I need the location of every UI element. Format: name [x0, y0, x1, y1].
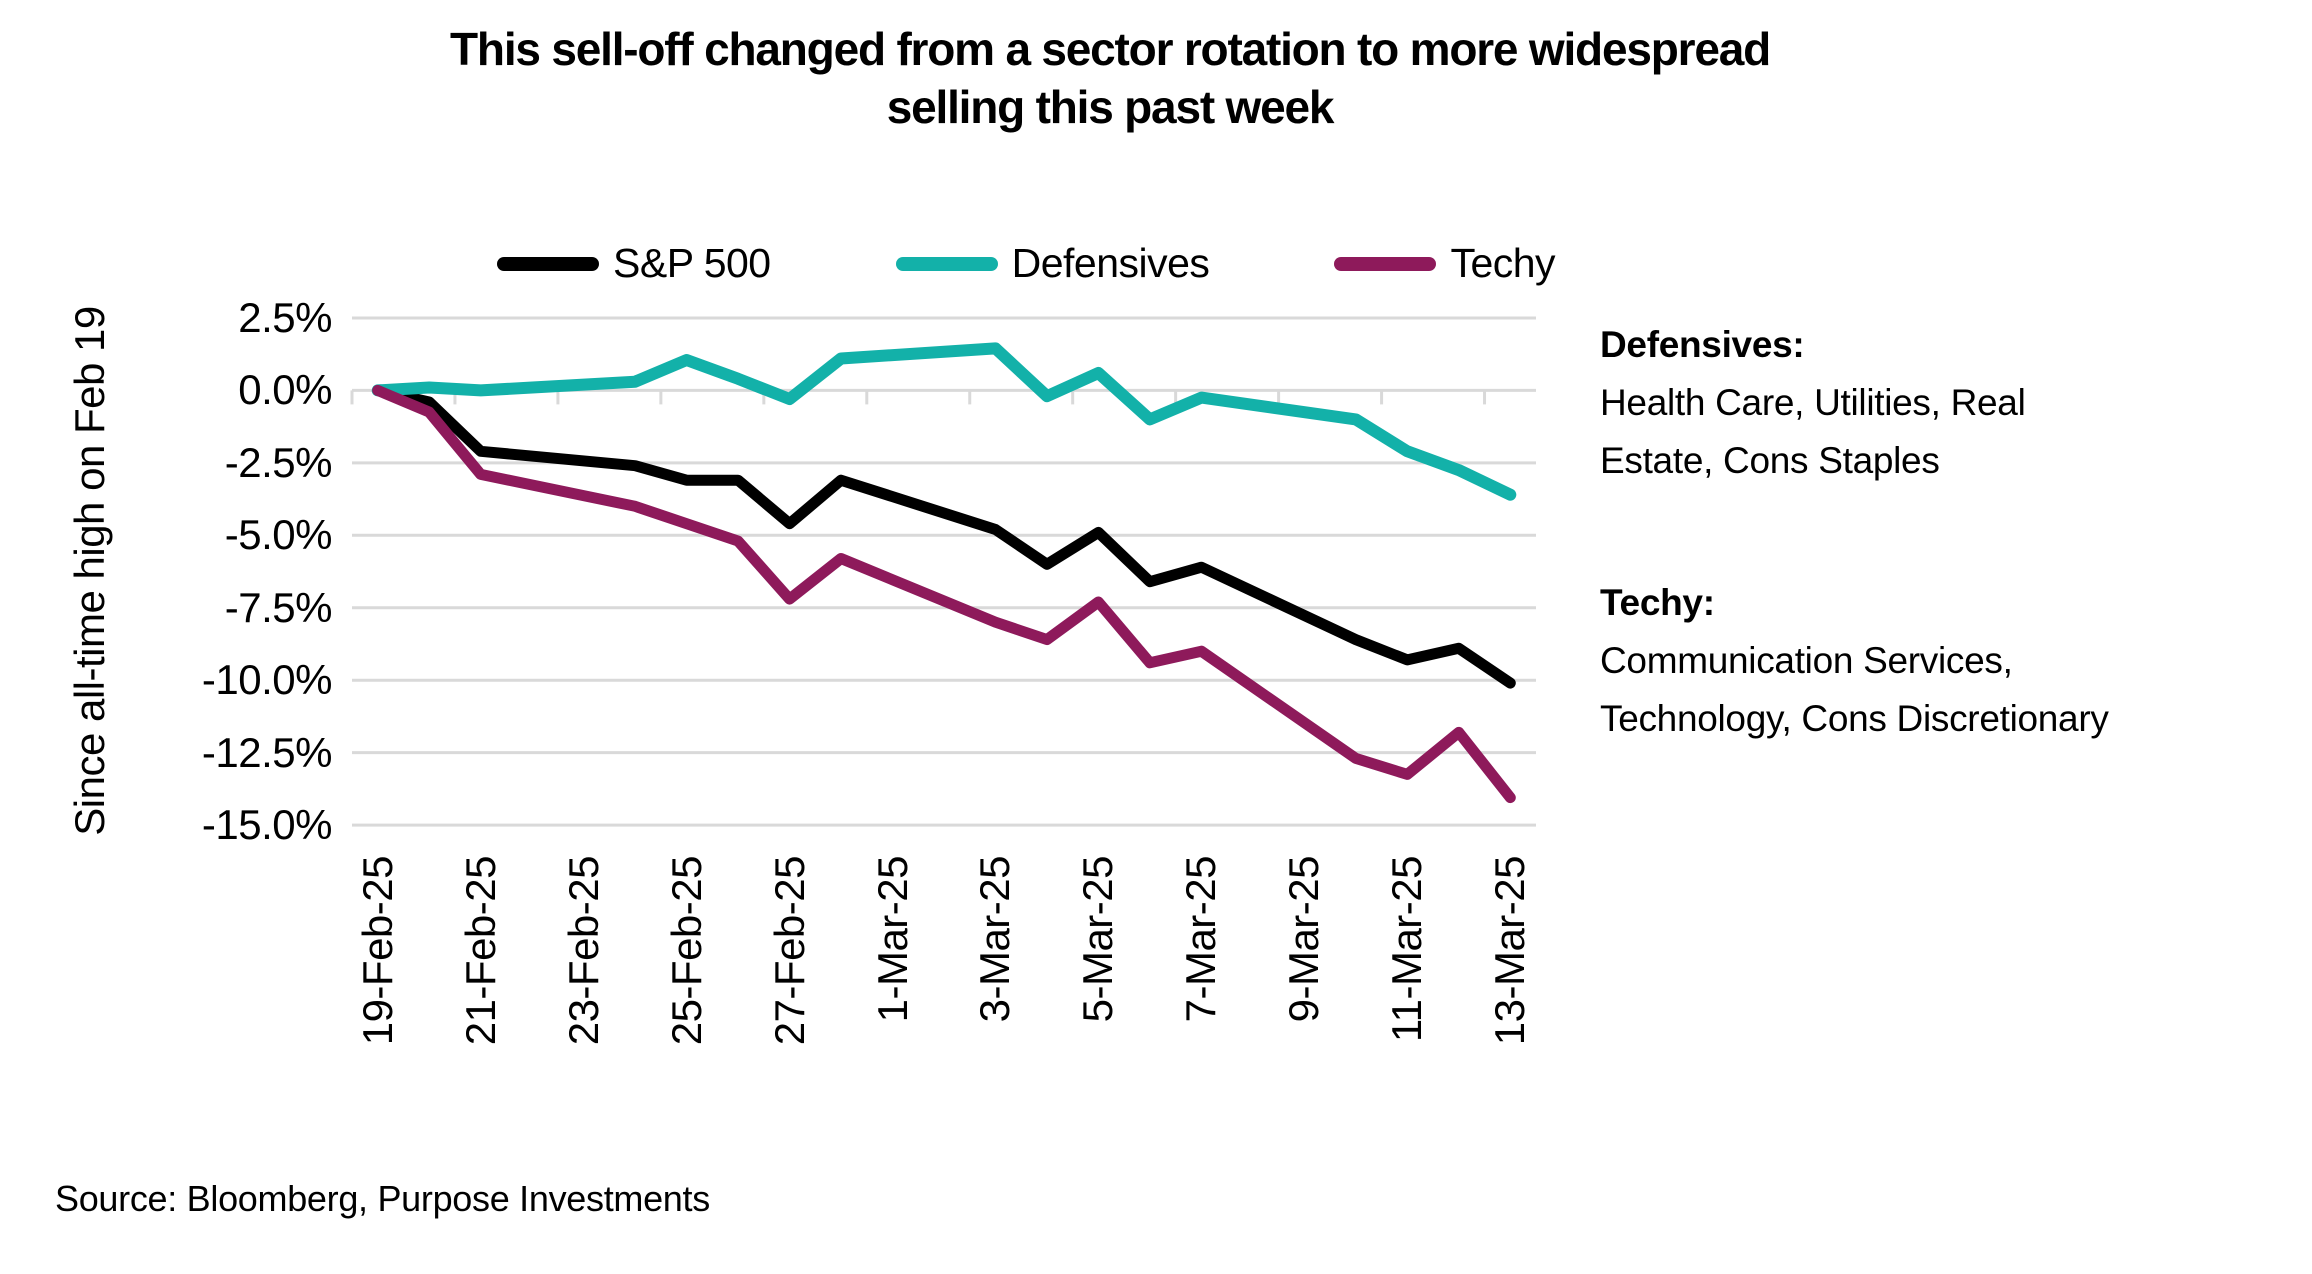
- defensives-annotation: Defensives: Health Care, Utilities, Real…: [1600, 316, 2110, 490]
- y-tick-label: -2.5%: [224, 438, 333, 486]
- x-tick-label: 7-Mar-25: [1177, 856, 1225, 1023]
- x-tick-label: 19-Feb-25: [353, 856, 401, 1046]
- legend-item-techy: Techy: [1334, 240, 1556, 287]
- series-line-s-p-500: [372, 384, 1516, 689]
- x-tick-label: 5-Mar-25: [1074, 856, 1122, 1023]
- x-tick-label: 3-Mar-25: [971, 856, 1019, 1023]
- legend-swatch-sp500: [497, 256, 599, 271]
- y-tick-label: -10.0%: [201, 656, 333, 704]
- defensives-annotation-heading: Defensives:: [1600, 324, 1805, 365]
- legend-swatch-defensives: [895, 256, 998, 271]
- y-tick-label: -12.5%: [201, 728, 333, 776]
- x-tick-label: 23-Feb-25: [559, 856, 607, 1046]
- defensives-annotation-body: Health Care, Utilities, Real Estate, Con…: [1600, 382, 2026, 481]
- y-tick-label: 2.5%: [238, 293, 332, 341]
- legend: S&P 500 Defensives Techy: [497, 240, 1556, 287]
- y-tick-label: -7.5%: [224, 583, 333, 631]
- legend-item-sp500: S&P 500: [497, 240, 771, 287]
- techy-annotation-body: Communication Services, Technology, Cons…: [1600, 640, 2109, 739]
- y-tick-label: -5.0%: [224, 511, 333, 559]
- x-tick-label: 27-Feb-25: [765, 856, 813, 1046]
- x-tick-label: 9-Mar-25: [1280, 856, 1328, 1023]
- series-line-defensives: [371, 342, 1517, 501]
- source-note: Source: Bloomberg, Purpose Investments: [55, 1178, 710, 1219]
- techy-annotation: Techy: Communication Services, Technolog…: [1600, 574, 2110, 748]
- legend-label-defensives: Defensives: [1011, 240, 1210, 286]
- y-tick-label: -15.0%: [201, 801, 333, 849]
- techy-annotation-heading: Techy:: [1600, 582, 1715, 623]
- legend-swatch-techy: [1334, 256, 1437, 271]
- legend-label-techy: Techy: [1450, 240, 1556, 286]
- legend-label-sp500: S&P 500: [613, 240, 771, 286]
- y-tick-label: 0.0%: [238, 366, 332, 414]
- chart-title-line1: This sell-off changed from a sector rota…: [450, 23, 1771, 75]
- x-tick-label: 1-Mar-25: [868, 856, 916, 1023]
- x-tick-label: 21-Feb-25: [456, 856, 504, 1046]
- y-axis-title: Since all-time high on Feb 19: [66, 306, 113, 836]
- x-tick-label: 13-Mar-25: [1486, 856, 1534, 1046]
- x-tick-label: 25-Feb-25: [662, 856, 710, 1046]
- chart-title-line2: selling this past week: [886, 81, 1335, 133]
- x-tick-label: 11-Mar-25: [1383, 856, 1431, 1043]
- chart-title: This sell-off changed from a sector rota…: [0, 20, 2220, 136]
- series-line-techy: [372, 384, 1516, 804]
- legend-item-defensives: Defensives: [895, 240, 1210, 287]
